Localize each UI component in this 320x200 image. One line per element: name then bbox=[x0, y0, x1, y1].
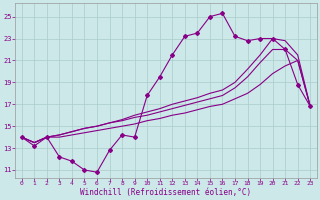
X-axis label: Windchill (Refroidissement éolien,°C): Windchill (Refroidissement éolien,°C) bbox=[80, 188, 252, 197]
